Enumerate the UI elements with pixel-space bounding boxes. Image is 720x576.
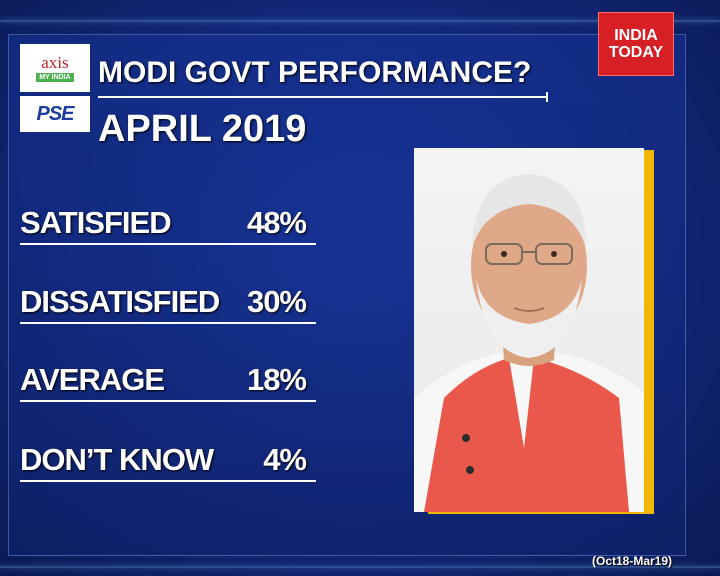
axis-my-india-logo: axis MY INDIA	[20, 44, 90, 92]
brand-line-2: TODAY	[608, 44, 664, 61]
result-row-dont-know: DON’T KNOW 4%	[20, 442, 316, 482]
result-row-dissatisfied: DISSATISFIED 30%	[20, 284, 316, 324]
row-underline	[20, 400, 316, 402]
portrait-illustration	[414, 174, 644, 512]
row-underline	[20, 322, 316, 324]
row-underline	[20, 480, 316, 482]
background-glow-line	[0, 566, 720, 568]
india-today-logo: INDIA TODAY	[598, 12, 674, 76]
result-label: AVERAGE	[20, 362, 165, 397]
title-underline-end	[546, 92, 548, 102]
result-label: DISSATISFIED	[20, 284, 220, 319]
pse-logo-word: PSE	[36, 102, 74, 126]
page-subtitle: APRIL 2019	[98, 108, 307, 150]
portrait-photo	[414, 148, 644, 512]
pse-logo: PSE	[20, 96, 90, 132]
result-label: SATISFIED	[20, 205, 172, 240]
result-value: 48%	[246, 205, 307, 240]
brand-line-1: INDIA	[614, 27, 658, 44]
axis-logo-word: axis	[41, 52, 69, 72]
result-value: 30%	[246, 284, 307, 319]
background-glow-line	[0, 20, 720, 22]
result-row-satisfied: SATISFIED 48%	[20, 205, 316, 245]
result-value: 4%	[263, 442, 307, 477]
row-underline	[20, 243, 316, 245]
period-note: (Oct18-Mar19)	[592, 554, 673, 568]
pse-logo-main: PSE	[36, 102, 74, 125]
page-title: MODI GOVT PERFORMANCE?	[98, 56, 532, 89]
result-label: DON’T KNOW	[20, 442, 214, 477]
axis-logo-sub: MY INDIA	[36, 72, 74, 82]
result-value: 18%	[246, 362, 307, 397]
title-underline	[98, 96, 548, 98]
result-row-average: AVERAGE 18%	[20, 362, 316, 402]
